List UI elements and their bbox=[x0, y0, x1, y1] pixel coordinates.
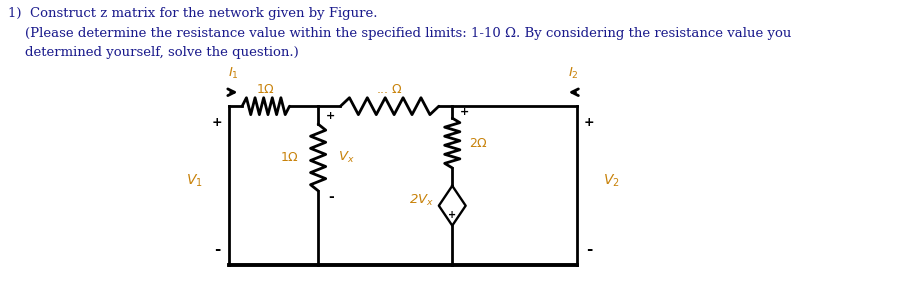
Text: 1$\Omega$: 1$\Omega$ bbox=[256, 83, 276, 96]
Text: $V_2$: $V_2$ bbox=[603, 173, 620, 189]
Text: 1$\Omega$: 1$\Omega$ bbox=[280, 151, 299, 164]
Text: determined yourself, solve the question.): determined yourself, solve the question.… bbox=[8, 46, 299, 60]
Text: $I_2$: $I_2$ bbox=[568, 66, 578, 81]
Text: +: + bbox=[212, 115, 223, 129]
Text: +: + bbox=[460, 107, 470, 117]
Text: $V_x$: $V_x$ bbox=[338, 150, 355, 165]
Text: -: - bbox=[585, 242, 593, 257]
Text: 1)  Construct z matrix for the network given by Figure.: 1) Construct z matrix for the network gi… bbox=[8, 7, 377, 20]
Text: -: - bbox=[214, 242, 220, 257]
Text: $V_1$: $V_1$ bbox=[187, 173, 203, 189]
Text: ... $\Omega$: ... $\Omega$ bbox=[376, 83, 403, 96]
Text: 2$\Omega$: 2$\Omega$ bbox=[470, 137, 489, 149]
Text: $I_1$: $I_1$ bbox=[228, 66, 239, 81]
Text: +: + bbox=[326, 111, 335, 121]
Text: 2$V_x$: 2$V_x$ bbox=[409, 193, 435, 208]
Text: +: + bbox=[584, 115, 594, 129]
Text: (Please determine the resistance value within the specified limits: 1-10 Ω. By c: (Please determine the resistance value w… bbox=[8, 26, 791, 39]
Text: +: + bbox=[448, 210, 456, 220]
Text: -: - bbox=[328, 190, 333, 204]
